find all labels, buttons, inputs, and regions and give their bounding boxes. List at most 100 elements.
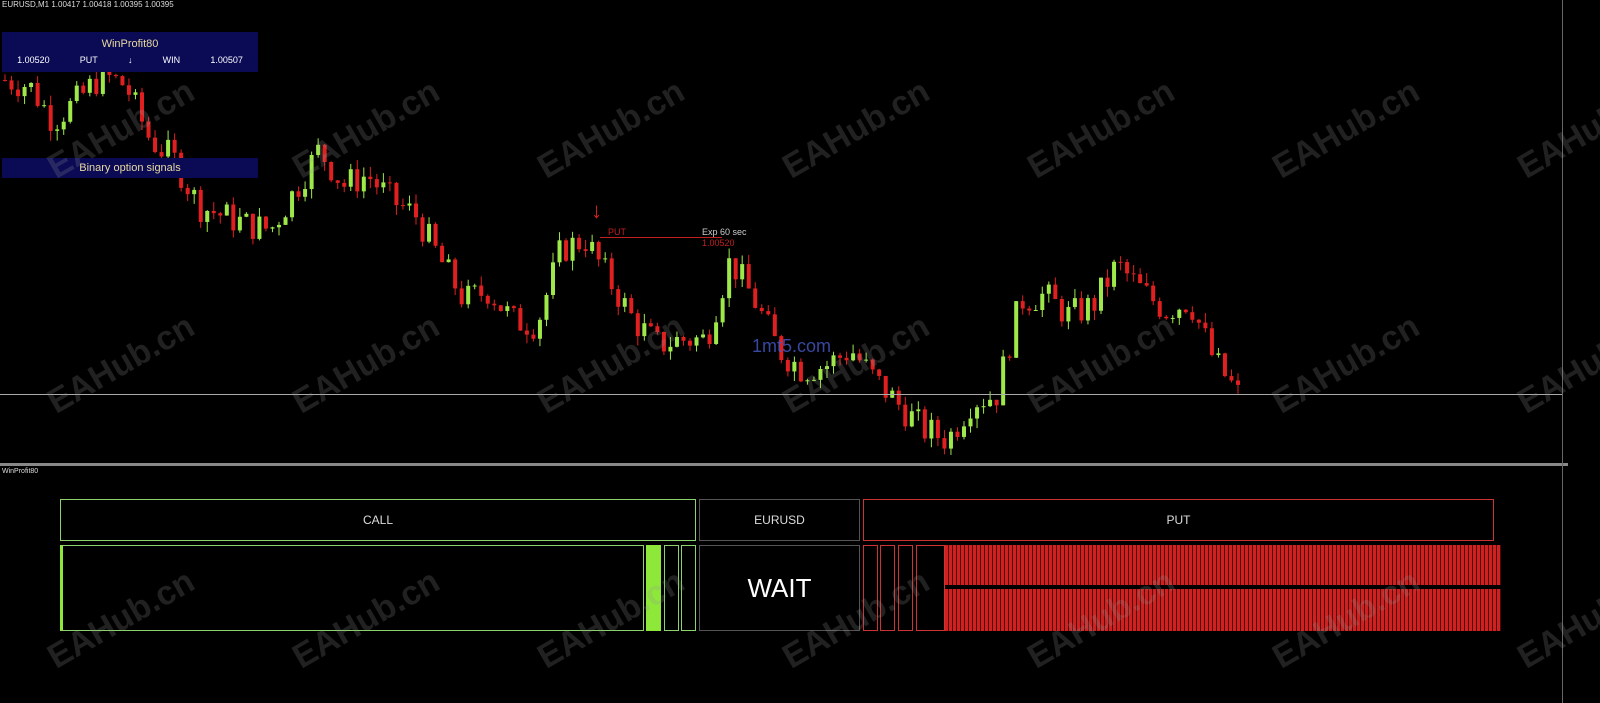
- call-header: CALL: [60, 499, 696, 541]
- candle-body: [551, 262, 555, 295]
- signals-label: Binary option signals: [2, 158, 258, 178]
- symbol-header: EURUSD: [699, 499, 860, 541]
- candle-body: [818, 369, 823, 380]
- candle-body: [701, 334, 706, 338]
- candle-body: [211, 210, 216, 214]
- candle-body: [1118, 261, 1123, 263]
- candle-body: [433, 223, 438, 246]
- candle-body: [798, 361, 803, 382]
- candle-body: [981, 406, 986, 408]
- candle-body: [655, 326, 660, 332]
- candle-body: [733, 258, 738, 280]
- candle-body: [851, 353, 856, 361]
- candle-body: [446, 259, 451, 263]
- candle-body: [505, 306, 510, 311]
- candle-body: [126, 85, 131, 95]
- candle-body: [635, 313, 640, 337]
- candle-body: [257, 216, 262, 239]
- candle-body: [48, 105, 53, 131]
- candle-body: [35, 82, 40, 106]
- candle-body: [1209, 328, 1214, 356]
- candle-body: [414, 203, 418, 218]
- candle-body: [1151, 285, 1156, 302]
- candle-body: [381, 182, 386, 188]
- candle-body: [648, 323, 653, 327]
- candle-body: [277, 224, 281, 228]
- candle-body: [1138, 274, 1143, 284]
- candle-body: [942, 438, 947, 449]
- candle-body: [524, 330, 529, 335]
- candle-body: [1027, 308, 1032, 311]
- candle-body: [583, 249, 588, 251]
- candle-body: [1001, 356, 1006, 406]
- candle-body: [322, 144, 327, 163]
- candle-body: [224, 204, 229, 216]
- candle-body: [1190, 312, 1195, 320]
- candle-body: [296, 191, 301, 197]
- panel-title: WinProfit80: [101, 38, 159, 50]
- subwindow-separator[interactable]: [0, 463, 1568, 466]
- candle-body: [1112, 261, 1117, 287]
- candle-body: [407, 203, 412, 206]
- candle-body: [166, 139, 171, 157]
- candle-body: [237, 216, 242, 231]
- candle-body: [988, 399, 993, 407]
- candle-body: [694, 337, 699, 346]
- put-signal-arrow-icon: ↓: [591, 198, 602, 223]
- candle-body: [185, 187, 190, 195]
- candle-body: [844, 357, 849, 361]
- candle-body: [492, 303, 497, 306]
- candle-body: [811, 379, 816, 381]
- candle-body: [1020, 301, 1025, 309]
- candle-body: [622, 298, 627, 307]
- candle-body: [3, 80, 7, 82]
- candle-body: [929, 419, 934, 439]
- candle-body: [133, 92, 138, 95]
- candle-body: [896, 390, 901, 405]
- signal-line: [600, 237, 722, 238]
- candle-body: [935, 419, 940, 439]
- candle-body: [453, 259, 458, 289]
- result: WIN: [162, 55, 181, 65]
- candle-body: [466, 285, 471, 305]
- candle-body: [1092, 298, 1097, 311]
- candle-body: [22, 86, 27, 97]
- candle-body: [303, 189, 308, 197]
- candle-body: [577, 237, 582, 250]
- price-chart[interactable]: [0, 0, 1600, 463]
- candle-body: [1183, 309, 1188, 313]
- signal-price: 1.00520: [702, 238, 735, 248]
- candle-body: [779, 336, 784, 361]
- candle-body: [909, 411, 914, 427]
- candle-body: [661, 331, 666, 352]
- candle-body: [244, 213, 249, 217]
- symbol-info: EURUSD,M1 1.00417 1.00418 1.00395 1.0039…: [2, 0, 174, 9]
- candle-body: [1216, 353, 1221, 356]
- candle-body: [877, 369, 882, 376]
- candle-body: [342, 182, 347, 187]
- entry-price: 1.00520: [17, 55, 50, 65]
- candle-body: [1014, 301, 1019, 358]
- arrow-down-icon: ↓: [127, 55, 133, 65]
- candle-body: [968, 418, 973, 427]
- candle-body: [1125, 262, 1130, 274]
- candle-body: [857, 353, 862, 361]
- candle-body: [753, 288, 758, 308]
- candle-body: [16, 89, 21, 97]
- site-watermark: 1mt5.com: [752, 336, 832, 356]
- candle-body: [335, 180, 340, 183]
- candle-body: [55, 129, 60, 131]
- candle-body: [472, 285, 477, 287]
- candle-body: [355, 169, 360, 192]
- candle-body: [948, 431, 953, 449]
- candle-body: [596, 241, 601, 260]
- candle-body: [1072, 298, 1077, 308]
- candle-body: [68, 100, 73, 122]
- candle-body: [1105, 277, 1110, 287]
- candle-body: [146, 121, 151, 138]
- candle-body: [1196, 319, 1201, 323]
- call-level-box: [664, 545, 679, 631]
- candle-body: [642, 323, 647, 337]
- candle-body: [962, 426, 966, 437]
- candle-body: [518, 308, 523, 331]
